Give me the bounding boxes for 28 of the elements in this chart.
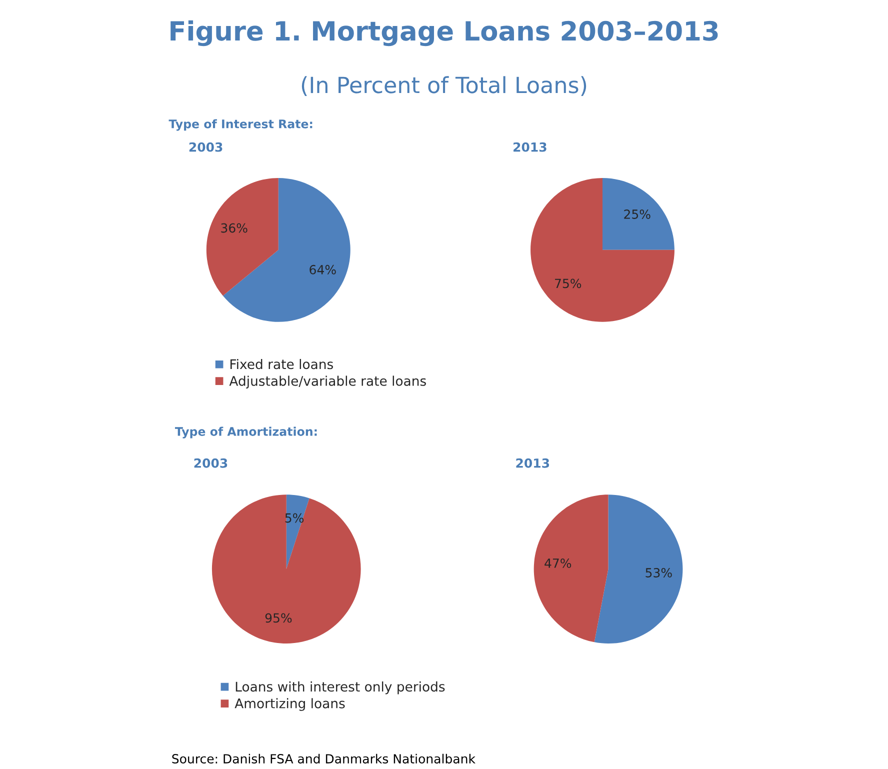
caption: Figure 1. Mortgage Loans 2003–2013 <box>170 20 718 46</box>
legend-label: Amortizing loans <box>234 698 345 711</box>
data-label: 75% <box>555 278 582 288</box>
legend-label: Adjustable/variable rate loans <box>229 376 426 388</box>
pie-slice <box>602 178 674 250</box>
data-label: 53% <box>646 568 672 578</box>
pie-slice <box>530 178 674 322</box>
data-label: 47% <box>544 558 572 568</box>
legend-label: Loans with interest only periods <box>236 681 445 694</box>
text: Type of Amortization: <box>174 426 317 438</box>
pie-slice <box>206 178 278 296</box>
pie-slice <box>286 494 310 570</box>
chart-title: 2013 <box>514 142 546 152</box>
text: (In Percent of Total Loans) <box>302 76 586 96</box>
legend-label: Fixed rate loans <box>230 358 333 370</box>
chart-title: 2013 <box>516 458 550 468</box>
pie-slice <box>222 178 350 322</box>
data-label: 64% <box>310 264 336 274</box>
data-label: 36% <box>221 223 248 233</box>
pie-slice <box>534 494 608 642</box>
text: Type of Interest Rate: <box>168 119 312 131</box>
chart-title: 2003 <box>189 142 222 152</box>
pie-slice <box>212 494 361 644</box>
source-note: Source: Danish FSA and Danmarks Nationalbank <box>172 754 476 764</box>
data-label: 95% <box>265 613 292 623</box>
pie-slice <box>594 494 683 644</box>
data-label: 25% <box>624 209 650 219</box>
chart-title: 2003 <box>194 458 228 468</box>
